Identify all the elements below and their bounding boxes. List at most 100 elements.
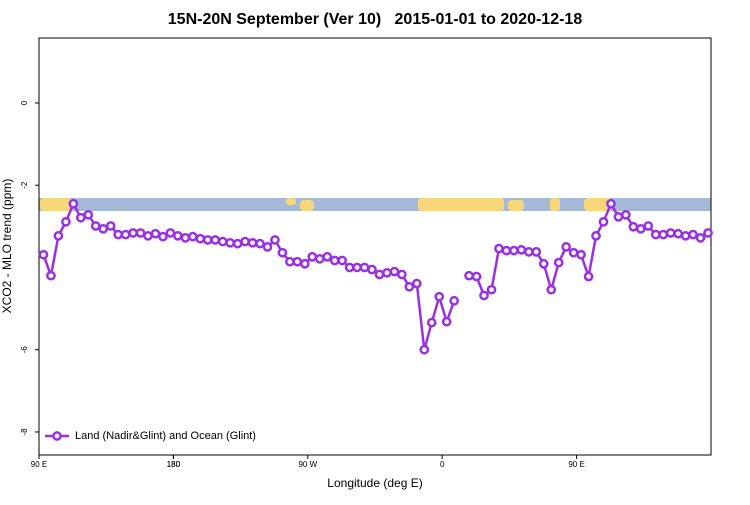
data-point bbox=[359, 262, 370, 273]
data-point bbox=[479, 290, 489, 301]
data-point bbox=[404, 281, 415, 292]
data-point bbox=[46, 270, 56, 281]
y-tick-label: 0 bbox=[20, 100, 29, 105]
data-point bbox=[449, 295, 459, 306]
x-tick-label: 180 bbox=[167, 460, 181, 469]
data-point bbox=[471, 271, 482, 282]
data-point bbox=[665, 228, 676, 238]
data-point bbox=[135, 228, 146, 238]
data-point bbox=[643, 221, 654, 231]
data-point bbox=[38, 249, 49, 260]
data-point bbox=[352, 262, 362, 273]
data-point bbox=[225, 237, 235, 248]
data-point bbox=[262, 242, 273, 252]
x-tick-label: 0 bbox=[440, 460, 445, 469]
data-point bbox=[419, 344, 430, 355]
data-point bbox=[591, 230, 601, 241]
data-point bbox=[68, 198, 79, 209]
data-point bbox=[90, 221, 101, 231]
legend-marker bbox=[52, 431, 62, 441]
data-point bbox=[195, 233, 206, 244]
data-point bbox=[53, 230, 64, 241]
y-tick-label: -2 bbox=[20, 181, 29, 189]
data-point bbox=[165, 228, 176, 238]
data-point bbox=[598, 216, 609, 227]
data-point bbox=[441, 316, 452, 327]
data-point bbox=[389, 266, 400, 277]
data-point bbox=[411, 278, 422, 289]
data-point bbox=[255, 238, 265, 249]
data-point bbox=[367, 264, 377, 275]
data-point bbox=[374, 269, 385, 280]
data-point bbox=[635, 223, 646, 234]
data-point bbox=[434, 291, 445, 302]
data-point bbox=[680, 230, 691, 241]
data-point bbox=[561, 242, 571, 252]
data-point bbox=[75, 212, 86, 223]
legend-label: Land (Nadir&Glint) and Ocean (Glint) bbox=[75, 430, 256, 442]
data-point bbox=[187, 231, 198, 242]
data-point bbox=[292, 256, 303, 267]
chart-title: 15N-20N September (Ver 10) 2015-01-01 to… bbox=[168, 11, 583, 28]
data-point bbox=[546, 284, 557, 295]
data-point bbox=[285, 256, 295, 267]
data-point bbox=[494, 243, 504, 254]
data-point bbox=[628, 221, 639, 232]
data-point bbox=[158, 231, 168, 242]
data-point bbox=[329, 255, 340, 266]
data-point bbox=[538, 258, 549, 269]
data-point bbox=[650, 229, 661, 240]
y-tick-label: -8 bbox=[20, 428, 29, 436]
data-point bbox=[150, 228, 161, 239]
data-point bbox=[501, 245, 512, 256]
data-point bbox=[180, 233, 191, 243]
data-point bbox=[247, 237, 258, 248]
data-point bbox=[143, 230, 153, 241]
data-point bbox=[673, 228, 683, 239]
data-point bbox=[464, 270, 474, 281]
data-point bbox=[113, 229, 123, 240]
data-point bbox=[128, 228, 138, 238]
data-point bbox=[695, 233, 706, 243]
data-point bbox=[105, 221, 116, 231]
data-point bbox=[486, 284, 497, 295]
x-tick-label: 90 E bbox=[568, 460, 584, 469]
y-tick-label: -6 bbox=[20, 346, 29, 354]
data-point bbox=[173, 230, 183, 241]
data-point bbox=[98, 223, 109, 234]
x-axis-label: Longitude (deg E) bbox=[327, 476, 422, 490]
data-point bbox=[277, 247, 288, 258]
data-point bbox=[658, 229, 669, 240]
x-tick-label: 180 bbox=[167, 460, 181, 469]
data-point bbox=[202, 235, 213, 245]
data-point bbox=[232, 238, 243, 249]
data-point bbox=[210, 235, 221, 245]
y-axis-label: XCO2 - MLO trend (ppm) bbox=[0, 179, 14, 314]
map-strip bbox=[39, 198, 711, 211]
data-point bbox=[509, 245, 519, 256]
data-point bbox=[337, 255, 347, 266]
data-point bbox=[120, 229, 131, 240]
data-point bbox=[568, 247, 579, 258]
plot-frame bbox=[38, 37, 712, 456]
data-point bbox=[688, 229, 698, 240]
data-point bbox=[703, 228, 713, 238]
data-point bbox=[61, 216, 71, 227]
data-point bbox=[270, 235, 280, 245]
x-tick-label: 90 W bbox=[298, 460, 317, 469]
data-point bbox=[523, 246, 534, 257]
x-tick-label: 90 E bbox=[31, 460, 47, 469]
data-point bbox=[344, 262, 355, 273]
data-point bbox=[516, 244, 527, 255]
data-point bbox=[217, 236, 228, 247]
data-point bbox=[606, 198, 616, 209]
data-point bbox=[299, 258, 310, 269]
data-point bbox=[314, 253, 325, 264]
data-point bbox=[576, 249, 586, 260]
data-point bbox=[322, 251, 333, 262]
data-point bbox=[583, 271, 594, 282]
data-point bbox=[531, 246, 542, 257]
data-point bbox=[397, 269, 407, 280]
data-point bbox=[240, 236, 250, 247]
